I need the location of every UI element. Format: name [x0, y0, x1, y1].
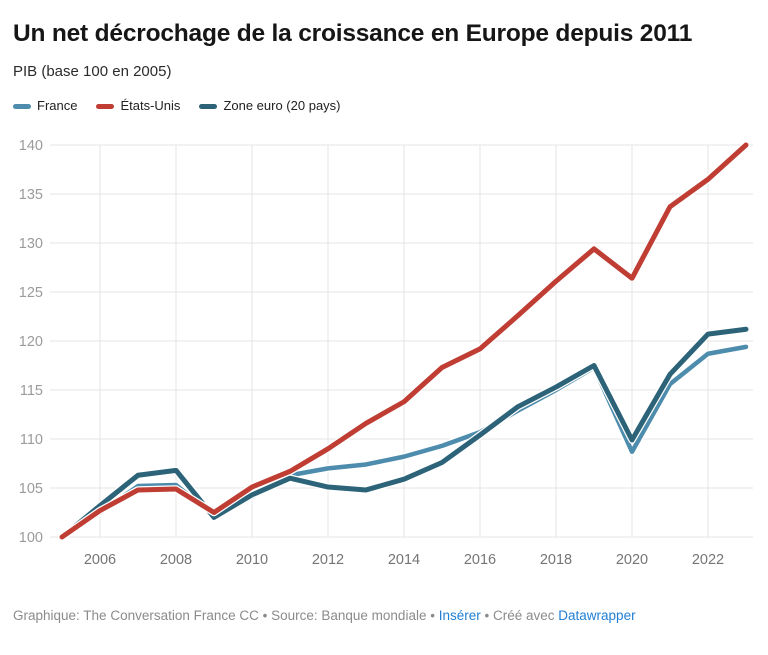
- legend-label-france: France: [37, 98, 78, 113]
- y-tick-label-105: 105: [19, 481, 43, 497]
- y-tick-label-110: 110: [20, 432, 43, 448]
- chart-title: Un net décrochage de la croissance en Eu…: [13, 20, 693, 47]
- chart-area: 100 105 110 115 120 125 130 135 140 2006 2008 2010 2…: [0, 128, 768, 585]
- legend-swatch-france: [13, 103, 31, 109]
- legend-label-zone-euro: Zone euro (20 pays): [223, 98, 341, 113]
- y-tick-label-100: 100: [19, 530, 43, 546]
- y-tick-label-120: 120: [19, 334, 43, 350]
- legend: France États-Unis Zone euro (20 pays): [0, 98, 768, 114]
- legend-item-zone-euro: Zone euro (20 pays): [199, 98, 341, 114]
- x-tick-label-2016: 2016: [464, 552, 496, 568]
- x-tick-label-2022: 2022: [692, 552, 724, 568]
- legend-item-etats-unis: États-Unis: [96, 98, 180, 114]
- x-tick-label-2010: 2010: [236, 552, 268, 568]
- x-tick-label-2018: 2018: [540, 552, 572, 568]
- legend-swatch-zone-euro: [199, 103, 218, 109]
- footer: Graphique: The Conversation France CC • …: [0, 607, 768, 624]
- embed-link[interactable]: Insérer: [438, 608, 481, 623]
- x-tick-label-2006: 2006: [84, 552, 116, 568]
- line-chart: 100 105 110 115 120 125 130 135 140 2006 2008 2010 2…: [19, 138, 753, 568]
- footer-credit-source: Graphique: The Conversation France CC • …: [13, 608, 435, 623]
- series-line-e-tats-unis[interactable]: [59, 142, 749, 540]
- y-tick-label-125: 125: [19, 285, 43, 301]
- series-line-zone-euro-20-pays[interactable]: [59, 326, 749, 540]
- datawrapper-link[interactable]: Datawrapper: [558, 608, 636, 623]
- y-tick-label-135: 135: [19, 187, 43, 203]
- footer-created-with: • Créé avec: [484, 608, 555, 623]
- x-tick-label-2014: 2014: [388, 552, 420, 568]
- y-tick-label-140: 140: [19, 138, 43, 154]
- legend-swatch-etats-unis: [96, 103, 115, 109]
- chart-subtitle: PIB (base 100 en 2005): [13, 63, 172, 80]
- legend-label-etats-unis: États-Unis: [120, 98, 181, 113]
- x-tick-label-2008: 2008: [160, 552, 192, 568]
- y-tick-label-115: 115: [20, 383, 43, 399]
- chart-header: Un net décrochage de la croissance en Eu…: [0, 0, 768, 81]
- x-tick-label-2020: 2020: [616, 552, 648, 568]
- series-line-france[interactable]: [59, 344, 749, 540]
- x-tick-label-2012: 2012: [312, 552, 344, 568]
- y-tick-label-130: 130: [19, 236, 43, 252]
- legend-item-france: France: [13, 98, 77, 114]
